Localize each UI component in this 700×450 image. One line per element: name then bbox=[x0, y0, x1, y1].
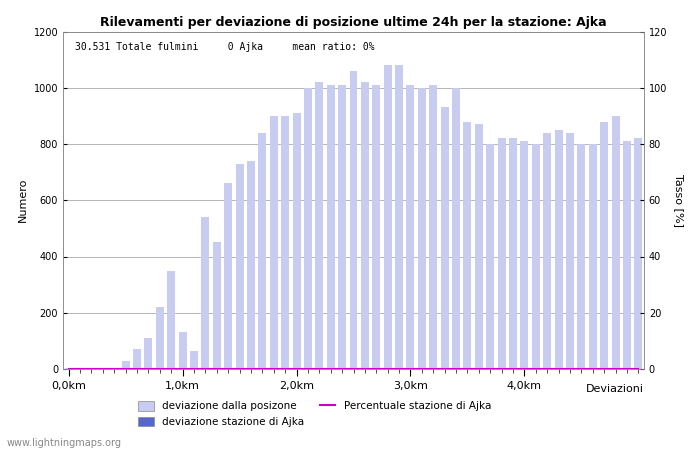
Bar bbox=[554, 130, 563, 369]
Bar bbox=[509, 139, 517, 369]
Bar bbox=[418, 88, 426, 369]
Bar bbox=[612, 116, 620, 369]
Bar bbox=[395, 65, 403, 369]
Bar bbox=[463, 122, 471, 369]
Bar bbox=[190, 351, 198, 369]
Bar bbox=[213, 243, 220, 369]
Bar bbox=[600, 122, 608, 369]
Bar bbox=[236, 164, 244, 369]
Bar bbox=[441, 108, 449, 369]
Bar bbox=[407, 85, 414, 369]
Bar bbox=[486, 144, 494, 369]
Title: Rilevamenti per deviazione di posizione ultime 24h per la stazione: Ajka: Rilevamenti per deviazione di posizione … bbox=[100, 16, 607, 29]
Bar bbox=[623, 141, 631, 369]
Legend: deviazione dalla posizone, deviazione stazione di Ajka, Percentuale stazione di : deviazione dalla posizone, deviazione st… bbox=[138, 401, 491, 427]
Bar bbox=[498, 139, 505, 369]
Bar bbox=[520, 141, 528, 369]
Text: www.lightningmaps.org: www.lightningmaps.org bbox=[7, 438, 122, 448]
Bar bbox=[224, 184, 232, 369]
Bar bbox=[634, 139, 643, 369]
Bar bbox=[349, 71, 358, 369]
Bar bbox=[452, 88, 460, 369]
Bar bbox=[156, 307, 164, 369]
Bar bbox=[281, 116, 289, 369]
Bar bbox=[361, 82, 369, 369]
Bar bbox=[532, 144, 540, 369]
Bar bbox=[167, 270, 175, 369]
Bar bbox=[475, 124, 483, 369]
Y-axis label: Numero: Numero bbox=[18, 178, 28, 222]
Bar bbox=[589, 144, 596, 369]
Bar bbox=[372, 85, 380, 369]
Bar bbox=[122, 360, 130, 369]
Text: Deviazioni: Deviazioni bbox=[586, 384, 644, 394]
Bar bbox=[178, 333, 187, 369]
Bar bbox=[144, 338, 153, 369]
Bar bbox=[270, 116, 278, 369]
Bar bbox=[429, 85, 438, 369]
Y-axis label: Tasso [%]: Tasso [%] bbox=[674, 174, 684, 227]
Bar bbox=[202, 217, 209, 369]
Bar bbox=[304, 88, 312, 369]
Bar bbox=[258, 133, 266, 369]
Bar bbox=[247, 161, 255, 369]
Bar bbox=[64, 368, 73, 369]
Bar bbox=[315, 82, 323, 369]
Text: 30.531 Totale fulmini     0 Ajka     mean ratio: 0%: 30.531 Totale fulmini 0 Ajka mean ratio:… bbox=[75, 42, 374, 52]
Bar bbox=[543, 133, 551, 369]
Bar bbox=[338, 85, 346, 369]
Bar bbox=[384, 65, 392, 369]
Bar bbox=[566, 133, 574, 369]
Bar bbox=[327, 85, 335, 369]
Bar bbox=[578, 144, 585, 369]
Bar bbox=[293, 113, 300, 369]
Bar bbox=[133, 349, 141, 369]
